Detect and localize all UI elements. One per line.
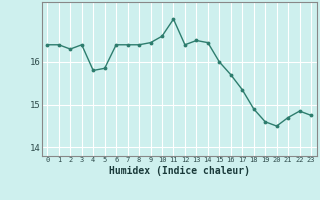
X-axis label: Humidex (Indice chaleur): Humidex (Indice chaleur) bbox=[109, 166, 250, 176]
